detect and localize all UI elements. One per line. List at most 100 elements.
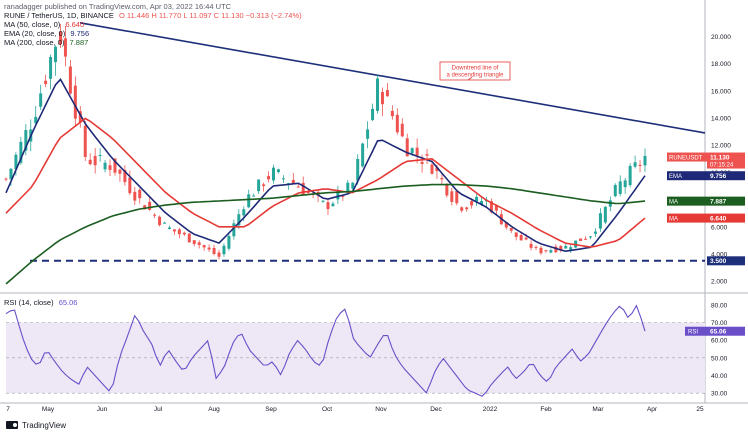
candle-body	[460, 207, 464, 211]
ma50-line	[5, 117, 646, 248]
price-badge-title: MA	[669, 199, 678, 205]
price-tick-label: 6.000	[711, 224, 728, 231]
candle-body	[623, 180, 627, 188]
price-badge-value: 7.887	[710, 198, 727, 205]
candle-body	[276, 169, 280, 173]
candle-body	[549, 250, 553, 253]
candle-body	[643, 155, 647, 166]
price-tick-label: 18.000	[711, 61, 731, 68]
candle-body	[544, 250, 548, 252]
candle-body	[217, 252, 221, 257]
candle-body	[366, 129, 370, 139]
time-tick-label: Jun	[97, 406, 108, 413]
candle-body	[539, 247, 543, 254]
candle-body	[291, 179, 295, 184]
candle-body	[341, 195, 345, 197]
ema20-line	[5, 78, 646, 253]
price-tick-label: 12.000	[711, 143, 731, 150]
candle-body	[247, 194, 251, 208]
candle-body	[415, 147, 419, 156]
candle-body	[34, 116, 38, 124]
candle-body	[88, 159, 92, 165]
candle-body	[192, 240, 196, 245]
price-badge-value: 6.640	[710, 215, 727, 222]
candle-body	[68, 66, 72, 94]
downtrend-line	[79, 22, 706, 134]
candle-body	[143, 205, 147, 210]
candle-body	[475, 196, 479, 202]
candle-body	[589, 236, 593, 238]
candle-body	[390, 110, 394, 117]
ma50-legend[interactable]: MA (50, close, 0) 6.640	[4, 20, 84, 29]
price-badge-value-bg	[707, 196, 745, 206]
time-tick-label: Mar	[592, 406, 604, 413]
candle-body	[564, 245, 568, 249]
candle-body	[93, 155, 97, 166]
candle-body	[633, 162, 637, 167]
price-badge-title-bg	[667, 171, 707, 181]
ema20-legend[interactable]: EMA (20, close, 0) 9.756	[4, 29, 89, 38]
candle-body	[281, 178, 285, 180]
candle-body	[212, 247, 216, 254]
candle-body	[425, 154, 429, 156]
candle-body	[376, 78, 380, 111]
candle-body	[534, 246, 538, 248]
price-badge-value: 11.130	[710, 154, 730, 161]
candle-body	[361, 143, 365, 167]
candle-body	[158, 216, 162, 226]
candle-body	[44, 80, 48, 85]
candle-body	[321, 200, 325, 202]
candle-body	[455, 190, 459, 204]
candle-body	[9, 168, 13, 180]
candle-body	[395, 114, 399, 133]
time-tick-label: Jul	[154, 406, 163, 413]
price-badge-value: 3.500	[710, 258, 727, 265]
candle-body	[489, 201, 493, 213]
candle-body	[83, 125, 87, 157]
time-tick-label: Dec	[430, 406, 442, 413]
candle-body	[103, 162, 107, 170]
rsi-value: 65.06	[58, 298, 78, 307]
candle-body	[118, 169, 122, 174]
ohlc-values: O 11.446 H 11.770 L 11.097 C 11.130 −0.3…	[119, 11, 302, 20]
time-tick-label: 2022	[483, 406, 498, 413]
price-badge-title-bg	[667, 152, 707, 162]
price-badge-title: MA	[669, 216, 678, 222]
candle-body	[638, 164, 642, 166]
candle-body	[252, 195, 256, 197]
candle-body	[519, 235, 523, 241]
time-tick-label: Aug	[208, 406, 220, 413]
ma200-legend[interactable]: MA (200, close, 0) 7.887	[4, 38, 88, 47]
candle-body	[123, 170, 127, 183]
candle-body	[108, 165, 112, 170]
candle-body	[78, 111, 82, 123]
candle-body	[356, 159, 360, 181]
candle-body	[494, 205, 498, 211]
candle-body	[336, 191, 340, 200]
candle-body	[371, 108, 375, 121]
rsi-tick-label: 80.00	[711, 302, 728, 309]
candle-body	[182, 232, 186, 235]
candle-body	[613, 184, 617, 197]
candle-body	[351, 182, 355, 189]
price-badge-title: RUNEUSDT	[669, 155, 703, 161]
price-badge-title-bg	[667, 213, 707, 223]
candle-body	[202, 245, 206, 248]
candle-body	[153, 214, 157, 216]
footer: TradingView	[6, 419, 66, 431]
rsi-legend[interactable]: RSI (14, close) 65.06	[4, 298, 77, 307]
symbol-title: RUNE / TetherUS, 1D, BINANCE	[4, 11, 114, 20]
candle-body	[504, 222, 508, 228]
candle-body	[177, 229, 181, 235]
candle-body	[579, 238, 583, 241]
candle-body	[14, 154, 18, 170]
ma200-label: MA (200, close, 0)	[4, 38, 65, 47]
candle-body	[470, 201, 474, 206]
candle-body	[410, 148, 414, 154]
ema20-value: 9.756	[70, 29, 90, 38]
candle-body	[554, 246, 558, 253]
time-tick-label: Sep	[265, 406, 277, 413]
published-by: ranadagger published on TradingView.com,…	[4, 2, 232, 11]
candle-body	[301, 182, 305, 195]
